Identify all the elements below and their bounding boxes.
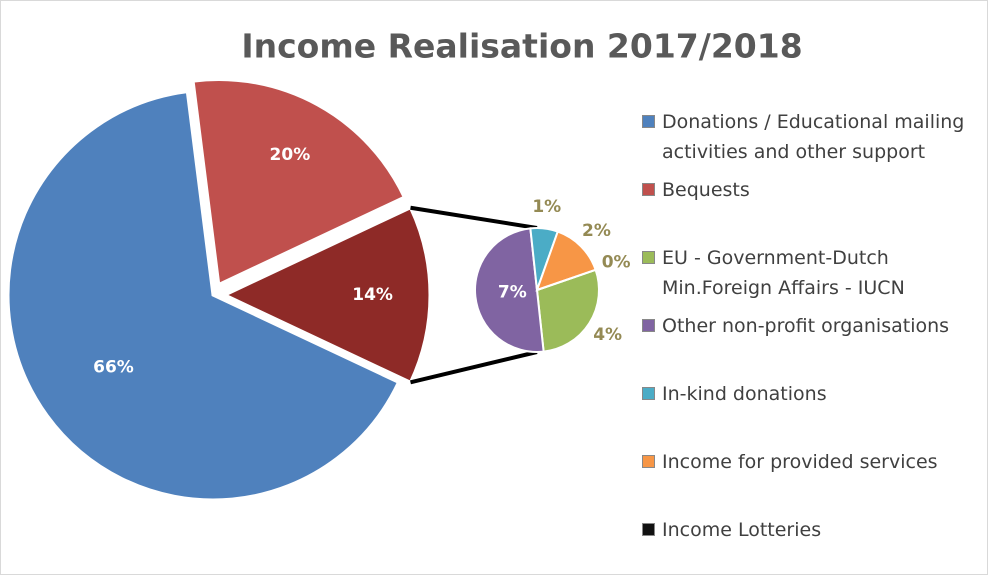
connector-line xyxy=(410,350,538,385)
pie-slice xyxy=(535,230,597,292)
pie-slice xyxy=(536,268,596,291)
data-label: 2% xyxy=(582,221,611,241)
pie-slice xyxy=(535,268,600,353)
legend-item: In-kind donations xyxy=(640,379,985,409)
chart-title: Income Realisation 2017/2018 xyxy=(241,27,802,66)
data-label: 66% xyxy=(93,357,134,377)
connector-line xyxy=(410,205,538,230)
legend-swatch xyxy=(642,455,655,468)
legend-item: Income for provided services xyxy=(640,447,985,477)
legend-item: EU - Government-Dutch Min.Foreign Affair… xyxy=(640,243,985,303)
legend-swatch xyxy=(642,523,655,536)
legend-label: EU - Government-Dutch Min.Foreign Affair… xyxy=(662,247,905,299)
pie-slice xyxy=(221,205,432,385)
legend-label: Other non-profit organisations xyxy=(662,315,950,337)
pie-slice xyxy=(474,227,545,353)
data-label: 4% xyxy=(593,325,622,345)
legend-swatch xyxy=(642,251,655,264)
legend-swatch xyxy=(642,183,655,196)
legend-swatch xyxy=(642,319,655,332)
legend-item: Donations / Educational mailing activiti… xyxy=(640,107,985,167)
legend-swatch xyxy=(642,115,655,128)
legend-label: Income for provided services xyxy=(662,451,938,473)
legend-label: In-kind donations xyxy=(662,383,827,405)
legend-swatch xyxy=(642,387,655,400)
legend-item: Other non-profit organisations xyxy=(640,311,985,341)
pie-slice xyxy=(191,77,407,287)
legend-label: Donations / Educational mailing activiti… xyxy=(662,111,965,163)
data-label: 7% xyxy=(498,283,527,303)
data-label: 0% xyxy=(602,253,631,273)
legend-label: Income Lotteries xyxy=(662,519,822,541)
legend-item: Bequests xyxy=(640,175,985,205)
data-label: 1% xyxy=(532,197,561,217)
data-label: 20% xyxy=(270,145,311,165)
pie-slice xyxy=(6,89,401,502)
data-label: 14% xyxy=(352,285,393,305)
legend-item: Income Lotteries xyxy=(640,515,985,545)
legend-label: Bequests xyxy=(662,179,750,201)
